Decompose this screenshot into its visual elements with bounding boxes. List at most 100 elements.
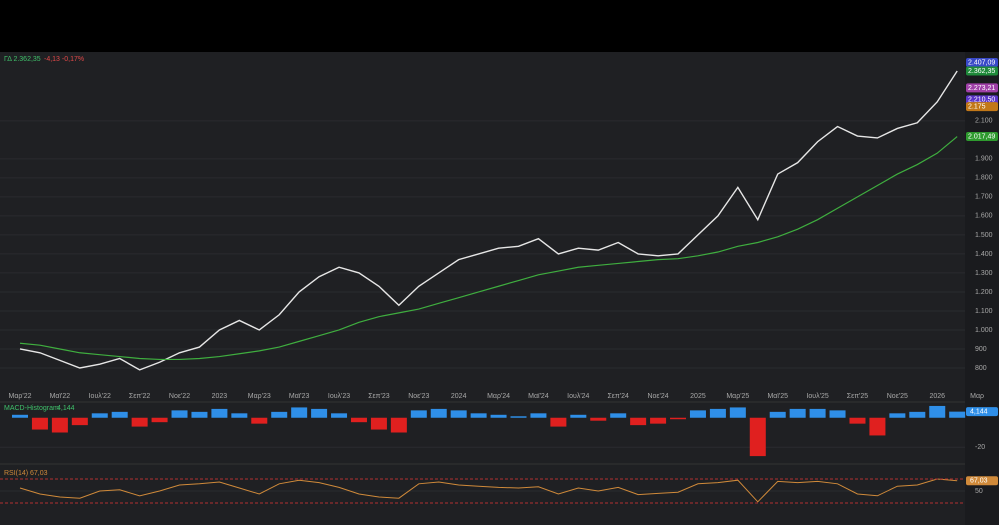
y-tick-label: 1.000 [975, 327, 993, 334]
x-tick-label: 2025 [690, 393, 706, 400]
macd-bar [889, 413, 906, 418]
macd-bar [12, 414, 28, 418]
y-tick-label: -20 [975, 444, 985, 451]
macd-bar [111, 411, 128, 418]
macd-bar [530, 413, 547, 418]
macd-bar [789, 408, 806, 418]
macd-bar [630, 417, 647, 426]
y-tick-label: 1.200 [975, 289, 993, 296]
y-tick-label: 1.800 [975, 175, 993, 182]
y-tick-label: 1.500 [975, 232, 993, 239]
y-tick-label: 1.600 [975, 213, 993, 220]
macd-bar [689, 410, 706, 418]
x-tick-label: Νοε'24 [647, 393, 668, 400]
x-tick-label: Ιουλ'22 [89, 393, 111, 400]
macd-bar [929, 405, 946, 418]
price-tag-label: 2.273,21 [968, 85, 995, 92]
x-tick-label: Σεπ'23 [368, 393, 390, 400]
y-tick-label: 1.300 [975, 270, 993, 277]
x-tick-label: Νοε'23 [408, 393, 429, 400]
chart-bg [0, 52, 999, 525]
price-tag-label: 2.175 [968, 103, 986, 110]
x-tick-label: 2026 [929, 393, 945, 400]
rsi-title: RSI(14) [4, 470, 28, 477]
macd-bar [311, 408, 328, 418]
macd-value: 4,144 [57, 405, 75, 412]
macd-bar [590, 417, 607, 421]
y-tick-label: 50 [975, 488, 983, 495]
rsi-line [19, 478, 958, 503]
rsi-value: 67,03 [30, 470, 48, 477]
macd-bar [191, 411, 208, 418]
macd-bar [709, 408, 726, 418]
value-tag [966, 476, 998, 486]
y-tick-label: 1.900 [975, 156, 993, 163]
macd-bar [769, 411, 786, 418]
price-tag-label: 2.017,49 [968, 133, 995, 140]
macd-bar [251, 417, 268, 424]
price-tag-label: 2.362,35 [968, 68, 995, 75]
macd-bar [909, 411, 926, 418]
macd-bar [350, 417, 367, 423]
macd-bar [390, 417, 407, 433]
x-tick-label: 2023 [212, 393, 228, 400]
price-tag-label: 2.407,09 [968, 59, 995, 66]
x-tick-label: Ιουλ'24 [567, 393, 589, 400]
x-tick-label: Μαϊ'24 [528, 393, 549, 400]
x-tick-label: Μαρ'25 [726, 393, 749, 400]
y-tick-label: 1.700 [975, 194, 993, 201]
value-tag-label: 67,03 [970, 478, 988, 485]
macd-bar [809, 408, 826, 418]
legend-symbol: ΓΔ 2.362,35 [4, 56, 41, 63]
x-tick-label: Νοε'25 [887, 393, 908, 400]
x-tick-label: 2024 [451, 393, 467, 400]
macd-bar [291, 407, 308, 418]
price-line [19, 136, 958, 361]
x-tick-label: Μαρ'24 [487, 393, 510, 400]
macd-bar [749, 417, 766, 457]
macd-bar [51, 417, 68, 433]
macd-bar [331, 413, 348, 418]
macd-bar [729, 407, 746, 418]
macd-bar [550, 417, 567, 427]
x-tick-label: Μαϊ'23 [289, 393, 310, 400]
macd-bar [151, 417, 168, 423]
macd-bar [829, 410, 846, 418]
macd-bar [510, 416, 527, 418]
y-tick-label: 2.100 [975, 118, 993, 125]
macd-bar [430, 408, 447, 418]
price-tag [966, 102, 998, 112]
x-tick-label: Μαρ'22 [9, 393, 32, 400]
x-tick-label: Σεπ'24 [607, 393, 629, 400]
macd-bar [31, 417, 48, 430]
x-tick-label: Μαϊ'22 [50, 393, 71, 400]
macd-bar [570, 414, 587, 418]
x-tick-label: Ιουλ'25 [806, 393, 828, 400]
price-line [19, 70, 958, 371]
y-tick-label: 1.100 [975, 308, 993, 315]
macd-bar [410, 410, 427, 418]
macd-bar [171, 410, 188, 418]
legend-change: -4,13 -0,17% [44, 56, 84, 63]
y-tick-label: 900 [975, 346, 987, 353]
price-tag [966, 83, 998, 93]
macd-bar [470, 413, 487, 418]
macd-bar [271, 411, 288, 418]
macd-bar [131, 417, 148, 427]
macd-bar [650, 417, 667, 424]
price-tag [966, 57, 998, 67]
macd-bar [869, 417, 886, 436]
macd-bar [450, 410, 467, 418]
y-tick-label: 800 [975, 365, 987, 372]
macd-bar [610, 413, 627, 418]
macd-bar [949, 411, 966, 418]
price-tag-label: 2.210,50 [968, 97, 995, 104]
x-tick-label: Μαϊ'25 [767, 393, 788, 400]
macd-bar [490, 414, 507, 418]
x-tick-label: Μαρ'23 [248, 393, 271, 400]
macd-bar [91, 413, 108, 418]
price-tag [966, 66, 998, 76]
top-band [0, 0, 999, 52]
x-tick-label: Σεπ'25 [847, 393, 869, 400]
